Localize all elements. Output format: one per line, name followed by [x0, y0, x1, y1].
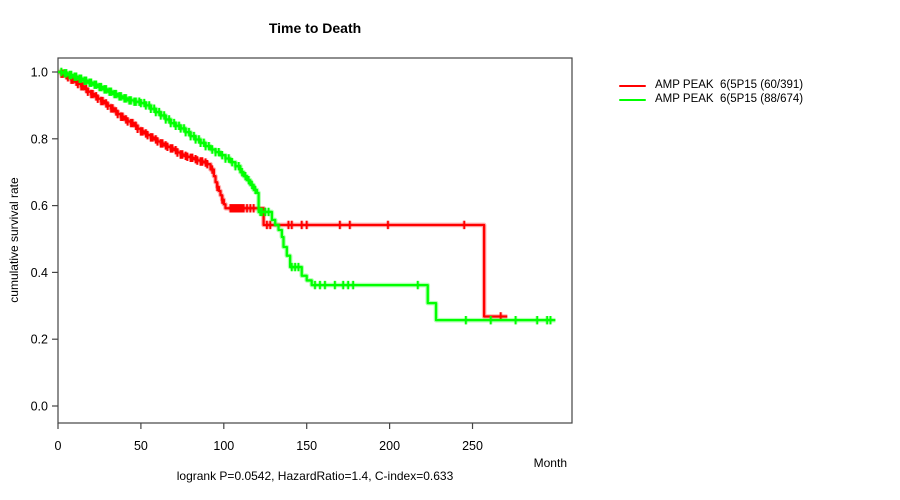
survival-curve-group-1-censor-marks [60, 69, 502, 321]
survival-curve-group-2-halo [58, 69, 556, 323]
y-tick-label: 0.4 [31, 266, 48, 280]
y-tick-label: 0.2 [31, 333, 48, 347]
survival-curve-group-2 [58, 70, 556, 322]
x-tick-label: 200 [379, 439, 400, 453]
survival-curve-group-2-censor-marks [60, 67, 552, 325]
x-axis-label: Month [533, 456, 567, 470]
y-tick-label: 1.0 [31, 66, 48, 80]
survival-curve-group-1-halo [58, 69, 508, 319]
x-tick-label: 50 [134, 439, 148, 453]
y-tick-label: 0.8 [31, 132, 48, 146]
legend: AMP PEAK 6(5P15 (60/391) AMP PEAK 6(5P15 … [619, 79, 803, 107]
x-tick-label: 150 [296, 439, 317, 453]
legend-line-swatch [619, 98, 646, 101]
plot-box [57, 57, 573, 424]
stats-annotation: logrank P=0.0542, HazardRatio=1.4, C-ind… [176, 469, 454, 483]
legend-line-swatch [619, 84, 646, 87]
x-tick-label: 0 [55, 439, 62, 453]
y-axis-label: cumulative survival rate [7, 177, 21, 303]
x-tick-label: 250 [462, 439, 483, 453]
y-tick-label: 0.6 [31, 199, 48, 213]
legend-item: AMP PEAK 6(5P15 (60/391) [619, 79, 803, 92]
x-tick-label: 100 [213, 439, 234, 453]
legend-label: AMP PEAK 6(5P15 (88/674) [655, 93, 804, 105]
chart-title: Time to Death [268, 20, 362, 36]
survival-curve-group-2-censor-halo [59, 67, 553, 325]
legend-item: AMP PEAK 6(5P15 (88/674) [619, 93, 803, 106]
y-tick-label: 0.0 [31, 400, 48, 414]
survival-curve-group-1-censor-halo [59, 69, 503, 321]
legend-label: AMP PEAK 6(5P15 (60/391) [655, 79, 804, 91]
survival-curve-group-1 [58, 70, 508, 318]
